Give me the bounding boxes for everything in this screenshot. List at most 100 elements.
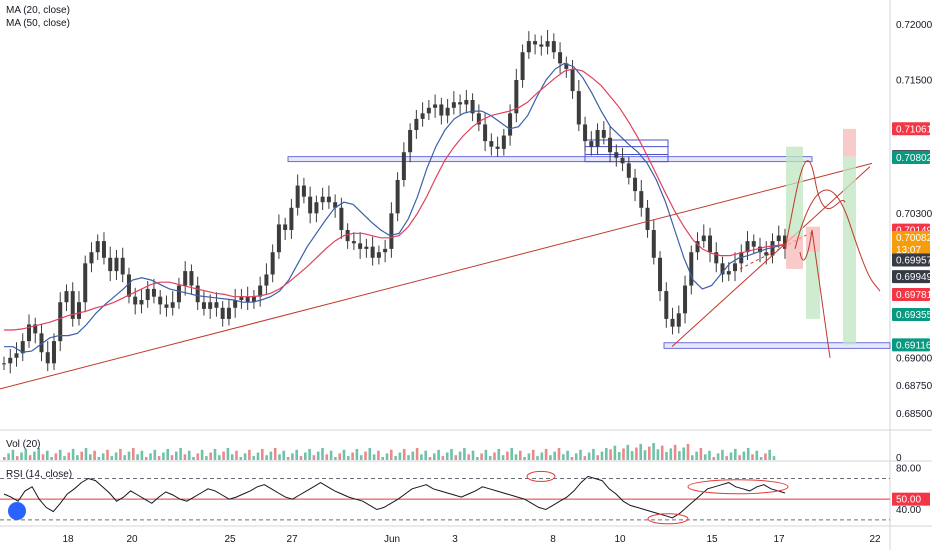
candle-body: [358, 243, 363, 249]
candle-body: [101, 241, 106, 258]
candle-body: [514, 80, 519, 114]
volume-bar: [643, 450, 647, 460]
volume-bar: [605, 448, 608, 460]
candle-body: [620, 157, 625, 164]
volume-bar: [153, 449, 157, 460]
volume-bar: [407, 455, 410, 460]
time-axis-label: 15: [706, 534, 718, 545]
volume-bar: [579, 449, 582, 460]
volume-bar: [759, 457, 763, 460]
volume-bar: [428, 457, 432, 460]
candle-body: [33, 324, 38, 334]
short-target-zone: [806, 252, 820, 319]
volume-bar: [424, 450, 427, 460]
candle-body: [2, 363, 6, 365]
candle-body: [458, 102, 463, 105]
volume-bar: [656, 449, 660, 460]
candle-body: [520, 52, 525, 80]
volume-bar: [24, 448, 28, 460]
volume-bar: [312, 455, 316, 460]
ascending-trendline: [0, 162, 873, 390]
ma-50-line: [4, 68, 786, 331]
price-axis-label: 0.68750: [896, 381, 932, 392]
candle-body: [476, 113, 481, 125]
drawings: [0, 128, 881, 390]
volume-bar: [136, 454, 139, 460]
candle-body: [776, 235, 781, 242]
legend-ma50[interactable]: MA (50, close): [6, 18, 70, 29]
volume-bar: [716, 453, 720, 460]
price-axis-label: 0.68500: [896, 409, 932, 420]
price-tag: [892, 338, 930, 352]
rsi-line: [3, 475, 786, 519]
candle-body: [295, 185, 300, 208]
legend-rsi[interactable]: RSI (14, close): [6, 469, 73, 480]
volume-bars: [3, 443, 776, 460]
volume-bar: [617, 452, 621, 460]
candle-body: [220, 307, 225, 319]
candle-body: [183, 271, 188, 286]
candle-body: [245, 296, 250, 303]
volume-bar: [218, 455, 221, 460]
candle-body: [558, 52, 563, 64]
vol-axis-label: 0: [896, 453, 902, 464]
legend-ma20[interactable]: MA (20, close): [6, 5, 70, 16]
volume-bar: [179, 448, 182, 460]
volume-bar: [708, 450, 711, 460]
volume-bar: [338, 453, 341, 460]
volume-bar: [402, 448, 406, 460]
volume-bar: [33, 451, 36, 460]
volume-bar: [329, 450, 333, 460]
volume-bar: [355, 448, 359, 460]
candle-body: [64, 291, 69, 303]
price-tag: [892, 270, 930, 284]
volume-bar: [239, 457, 243, 460]
candle-body: [39, 333, 44, 353]
volume-bar: [506, 451, 509, 460]
candle-body: [89, 252, 94, 264]
candle-body: [164, 304, 169, 308]
volume-bar: [648, 446, 651, 460]
candle-body: [45, 352, 50, 364]
rsi-axis-label: 40.00: [896, 505, 921, 516]
volume-bar: [261, 448, 264, 460]
ma-20-line: [4, 62, 786, 353]
volume-bar: [106, 449, 109, 460]
candle-body: [489, 141, 494, 147]
volume-bar: [501, 455, 505, 460]
volume-bar: [149, 453, 152, 460]
volume-bar: [226, 448, 230, 460]
candle-body: [508, 113, 513, 136]
volume-bar: [549, 455, 552, 460]
candle-body: [14, 353, 19, 358]
volume-bar: [58, 449, 62, 460]
price-tag: [892, 287, 930, 301]
volume-bar: [368, 448, 372, 460]
price-tag-label: 0.69116: [896, 340, 932, 351]
volume-bar: [256, 452, 260, 460]
volume-bar: [484, 449, 488, 460]
candle-body: [395, 180, 400, 214]
projection-path: [784, 160, 846, 249]
candle-body: [608, 137, 613, 153]
legend-vol[interactable]: Vol (20): [6, 439, 41, 450]
volume-bar: [140, 450, 144, 460]
volume-bar: [11, 449, 15, 460]
candle-body: [670, 318, 675, 327]
volume-bar: [15, 456, 19, 460]
candle-body: [389, 213, 394, 249]
candle-body: [714, 252, 719, 264]
volume-bar: [613, 445, 617, 460]
candle-body: [689, 252, 694, 286]
rsi-annotation: [687, 479, 789, 495]
candle-body: [683, 285, 688, 314]
candle-body: [364, 246, 369, 249]
volume-bar: [527, 453, 531, 460]
price-tag-label: 0.70802: [896, 153, 932, 164]
volume-bar: [243, 453, 247, 460]
volume-bar: [144, 457, 148, 460]
volume-bar: [746, 448, 750, 460]
volume-bar: [84, 448, 88, 460]
candle-body: [401, 152, 406, 180]
